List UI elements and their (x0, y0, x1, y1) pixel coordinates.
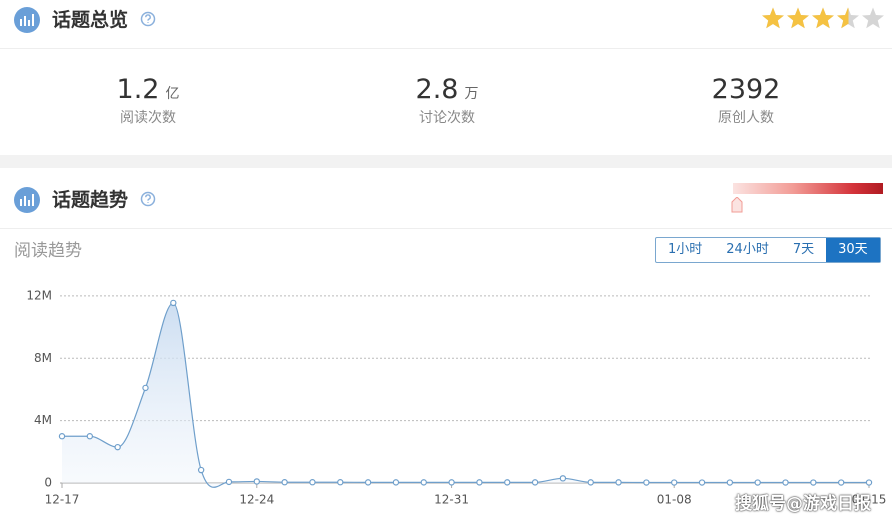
stat-label: 阅读次数 (120, 110, 176, 126)
stat: 1.2 亿阅读次数 (48, 74, 248, 127)
trend-icon (14, 187, 40, 213)
stat: 2.8 万讨论次数 (347, 74, 547, 127)
point (754, 479, 761, 486)
tab-group: 1小时 24小时 7天 30天 (655, 237, 881, 263)
trend-title: 话题趋势 (52, 189, 129, 211)
x-tick-label: 01-08 (657, 493, 692, 507)
point (86, 433, 94, 440)
star (812, 7, 834, 29)
tab[interactable]: 30天 (826, 238, 880, 262)
point (364, 479, 372, 486)
overview-title: 话题总览 (52, 9, 129, 31)
point (309, 479, 316, 486)
x-tick-label: 01-15 (852, 493, 887, 507)
stat-value: 2.8 (415, 74, 459, 105)
point (114, 443, 121, 451)
x-tick-label: 12-24 (239, 493, 274, 507)
heat-bar (733, 183, 883, 194)
star (762, 7, 784, 29)
y-tick-label: 0 (44, 476, 52, 490)
point (810, 479, 817, 486)
point (448, 479, 455, 486)
x-tick-label: 12-17 (45, 493, 80, 507)
stat-label: 原创人数 (718, 110, 774, 126)
star-fill (762, 7, 849, 29)
help-icon[interactable] (140, 11, 156, 27)
star (837, 7, 849, 29)
stat-unit: 亿 (165, 86, 180, 102)
tab[interactable]: 24小时 (726, 242, 769, 257)
star-empty (862, 7, 884, 29)
point (782, 479, 789, 486)
x-tick-label: 12-31 (434, 493, 469, 507)
overview-header: 话题总览 (0, 0, 892, 49)
point (476, 479, 483, 486)
stat-label: 讨论次数 (419, 110, 475, 126)
section-divider (0, 155, 892, 168)
point (197, 466, 205, 474)
point (170, 299, 177, 307)
y-tick-label: 8M (34, 351, 52, 365)
tab[interactable]: 7天 (792, 242, 815, 257)
point (726, 479, 734, 486)
point (420, 479, 427, 486)
star (787, 7, 809, 29)
point (559, 475, 567, 482)
rating-stars (762, 7, 884, 29)
point (253, 478, 260, 485)
trend-header: 话题趋势 (0, 180, 892, 229)
point (58, 433, 66, 440)
point (837, 479, 845, 486)
point (142, 384, 149, 392)
point (504, 479, 511, 486)
area (62, 302, 869, 488)
tab[interactable]: 1小时 (668, 242, 703, 257)
stat: 2392 原创人数 (646, 74, 846, 127)
point (531, 479, 539, 486)
point (643, 479, 650, 486)
help-icon[interactable] (140, 191, 156, 207)
point (587, 479, 594, 486)
point (671, 479, 678, 486)
heat-marker (731, 197, 743, 213)
point (865, 479, 873, 486)
overview-icon (14, 7, 40, 33)
point (225, 478, 233, 486)
point (337, 479, 344, 486)
watermark: 搜狐号@游戏日报 (735, 494, 871, 514)
point (615, 479, 622, 486)
stat-unit: 万 (464, 86, 479, 102)
y-tick-label: 12M (26, 288, 52, 302)
point (281, 479, 288, 486)
point (392, 479, 400, 486)
chart: 0 4M 8M 12M 12-17 12-24 12-31 01-08 01-15 (26, 288, 887, 507)
stat-value: 2392 (711, 74, 781, 105)
y-tick-label: 4M (34, 413, 52, 427)
stat-value: 1.2 (116, 74, 160, 105)
chart-title: 阅读趋势 (14, 241, 82, 261)
point (698, 479, 706, 486)
